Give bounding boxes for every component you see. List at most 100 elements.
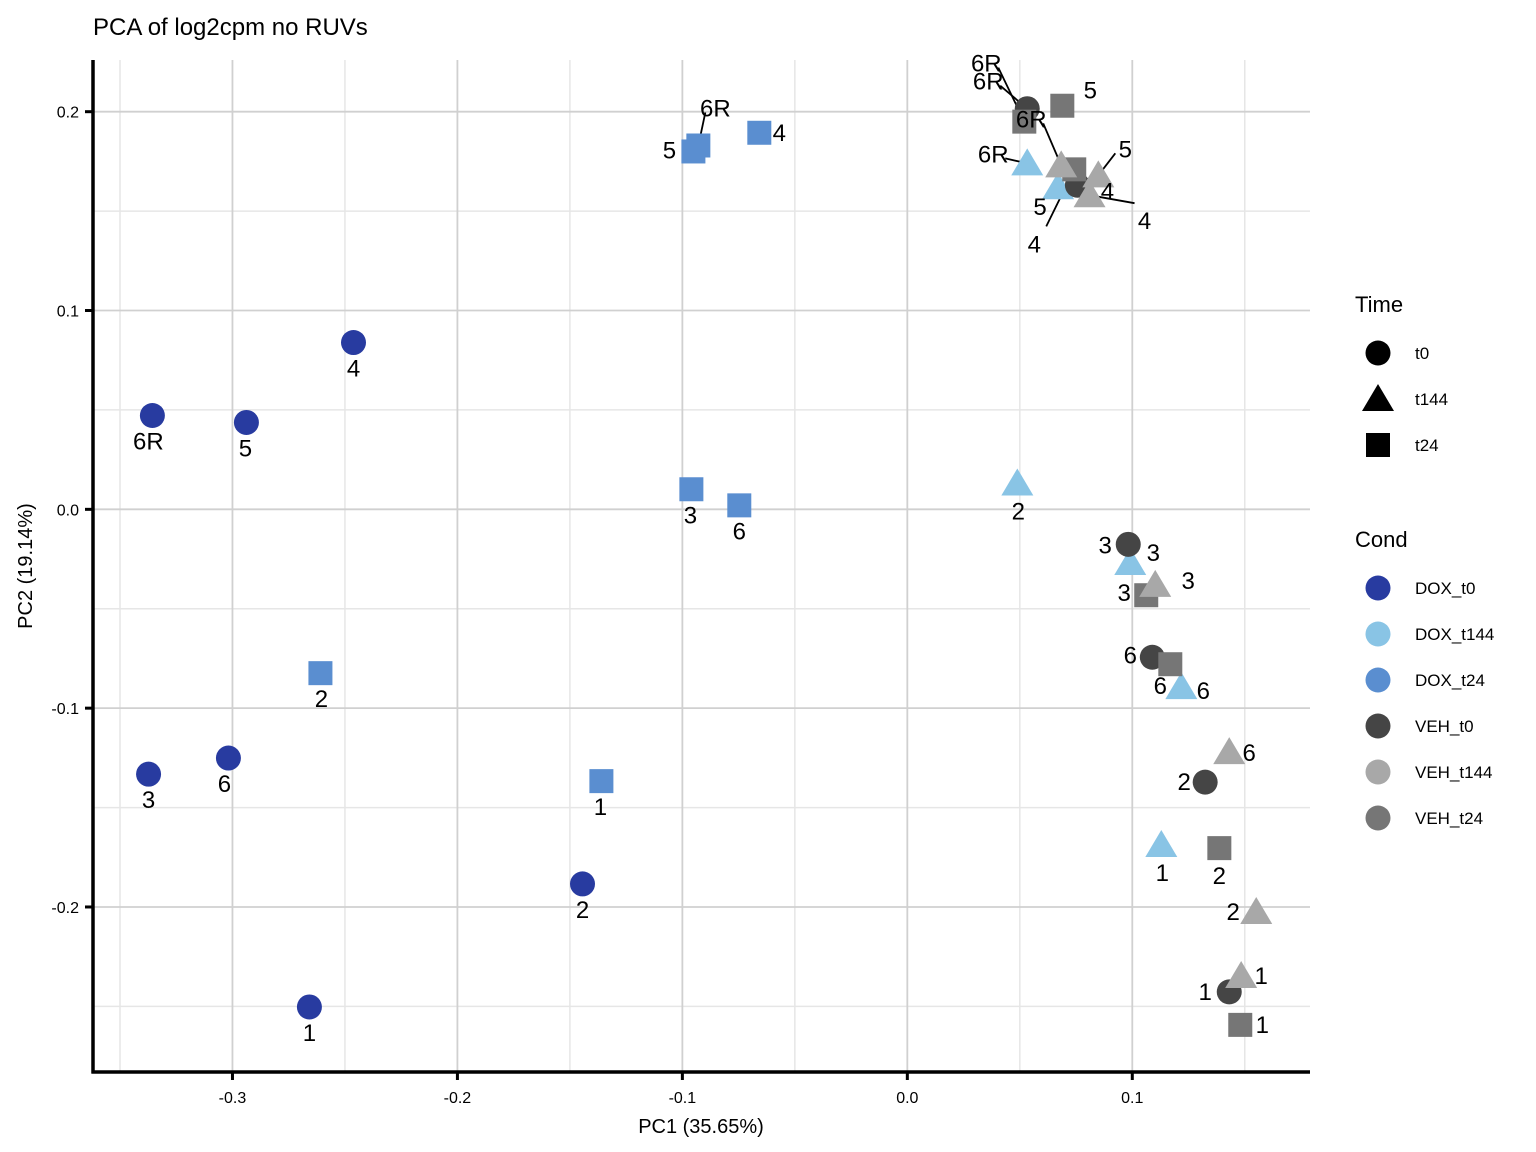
legend-label: VEH_t0 xyxy=(1415,717,1474,736)
x-tick-label: -0.2 xyxy=(444,1090,472,1107)
point-VEH_t144-6R xyxy=(1045,150,1078,178)
legend-label: DOX_t24 xyxy=(1415,671,1485,690)
point-label: 2 xyxy=(1012,498,1025,525)
point-VEH_t0-3 xyxy=(1115,531,1141,557)
point-DOX_t24-4 xyxy=(747,120,772,145)
point-label: 1 xyxy=(303,1020,316,1047)
x-tick-label: -0.1 xyxy=(669,1090,697,1107)
legend-color-DOX_t0 xyxy=(1365,575,1391,601)
point-label: 3 xyxy=(684,502,697,529)
point-label: 6 xyxy=(1124,642,1137,669)
point-VEH_t24-6R xyxy=(1012,109,1037,134)
point-label: 6 xyxy=(733,518,746,545)
point-label: 2 xyxy=(1177,769,1190,796)
point-label: 3 xyxy=(1182,568,1195,595)
point-DOX_t0-4 xyxy=(340,330,366,356)
point-label: 6R xyxy=(1016,106,1047,133)
point-VEH_t24-6 xyxy=(1158,652,1183,677)
legend-label: VEH_t24 xyxy=(1415,809,1483,828)
point-DOX_t0-3 xyxy=(136,761,162,787)
y-tick-label: 0.1 xyxy=(57,304,79,321)
y-tick-label: -0.2 xyxy=(51,900,79,917)
point-VEH_t24-5 xyxy=(1050,93,1075,118)
legend-shape-t24 xyxy=(1366,433,1390,457)
x-tick-label: -0.3 xyxy=(219,1090,247,1107)
point-label: 6R xyxy=(973,69,1004,96)
point-label: 6 xyxy=(1197,678,1210,705)
point-label: 2 xyxy=(1227,899,1240,926)
point-VEH_t144-1 xyxy=(1225,960,1258,988)
legend-label: t0 xyxy=(1415,344,1429,363)
point-labels: 6R 543612213656R426R53616R436216R5436216R… xyxy=(133,51,1269,1047)
point-label: 4 xyxy=(1138,208,1151,235)
legend-color-DOX_t24 xyxy=(1365,667,1391,693)
point-label: 6R xyxy=(978,141,1009,168)
axes: -0.3 -0.2 -0.1 0.0 0.1 -0.2 -0.1 0.0 0.1 0.2 xyxy=(51,60,1310,1107)
point-label: 4 xyxy=(1028,231,1041,258)
point-VEH_t144-4 xyxy=(1073,180,1106,208)
point-DOX_t24-6 xyxy=(727,493,752,518)
point-label: 5 xyxy=(1084,78,1097,105)
point-VEH_t0-2 xyxy=(1192,769,1218,795)
point-VEH_t24-2 xyxy=(1207,836,1232,861)
legend-title-time: Time xyxy=(1355,292,1403,317)
point-DOX_t24-6R xyxy=(686,133,711,158)
point-label: 5 xyxy=(663,137,676,164)
grid xyxy=(93,60,1310,1072)
point-label: 4 xyxy=(773,120,786,147)
point-label: 6R xyxy=(971,51,1002,78)
point-DOX_t0-6R xyxy=(139,402,165,428)
point-DOX_t24-1 xyxy=(589,769,614,794)
y-axis-title: PC2 (19.14%) xyxy=(15,503,37,629)
point-label: 1 xyxy=(1156,860,1169,887)
point-DOX_t24-3 xyxy=(679,477,704,502)
point-label: 2 xyxy=(576,897,589,924)
y-tick-label: -0.1 xyxy=(51,701,79,718)
legend-shape-t144 xyxy=(1362,384,1394,411)
point-DOX_t144-2 xyxy=(1001,468,1034,496)
legend-color-VEH_t24 xyxy=(1365,805,1391,831)
legend-color-VEH_t144 xyxy=(1365,759,1391,785)
legend-label: VEH_t144 xyxy=(1415,763,1493,782)
point-label: 1 xyxy=(1199,979,1212,1006)
point-label: 3 xyxy=(1099,532,1112,559)
point-label: 5 xyxy=(1033,194,1046,221)
legend: Time t0 t144 t24 Cond DOX_t0 DOX_t144 DOX_t24 VE… xyxy=(1355,292,1494,831)
data-points xyxy=(136,93,1273,1037)
point-DOX_t144-1 xyxy=(1145,829,1178,857)
point-label: 4 xyxy=(347,356,360,383)
label-leader-lines xyxy=(697,67,1135,227)
point-label: 6R xyxy=(133,428,164,455)
point-DOX_t0-2 xyxy=(569,871,595,897)
point-label: 4 xyxy=(1101,178,1114,205)
x-tick-label: 0.1 xyxy=(1121,1090,1143,1107)
point-DOX_t144-3 xyxy=(1114,548,1147,576)
point-DOX_t0-6 xyxy=(215,745,241,771)
legend-label: t144 xyxy=(1415,390,1448,409)
legend-label: t24 xyxy=(1415,436,1439,455)
point-label: 3 xyxy=(142,787,155,814)
legend-label: DOX_t144 xyxy=(1415,625,1494,644)
point-label: 6R xyxy=(700,95,731,122)
point-DOX_t144-6R xyxy=(1011,148,1044,176)
point-label: 6 xyxy=(1243,740,1256,767)
point-DOX_t144-6 xyxy=(1165,672,1198,700)
x-axis-title: PC1 (35.65%) xyxy=(638,1116,764,1138)
y-tick-label: 0.2 xyxy=(57,105,79,122)
point-label: 1 xyxy=(1254,963,1267,990)
y-tick-label: 0.0 xyxy=(57,502,79,519)
point-label: 5 xyxy=(239,435,252,462)
point-label: 5 xyxy=(1119,136,1132,163)
point-DOX_t0-5 xyxy=(233,409,259,435)
point-label: 3 xyxy=(1118,580,1131,607)
point-DOX_t144-5 xyxy=(1042,172,1075,200)
point-VEH_t144-2 xyxy=(1240,896,1273,924)
point-label: 6 xyxy=(1154,673,1167,700)
point-label: 1 xyxy=(1256,1012,1269,1039)
point-VEH_t24-1 xyxy=(1228,1012,1253,1037)
point-label: 1 xyxy=(594,794,607,821)
point-DOX_t0-1 xyxy=(296,994,322,1020)
x-tick-label: 0.0 xyxy=(896,1090,918,1107)
point-label: 3 xyxy=(1147,540,1160,567)
